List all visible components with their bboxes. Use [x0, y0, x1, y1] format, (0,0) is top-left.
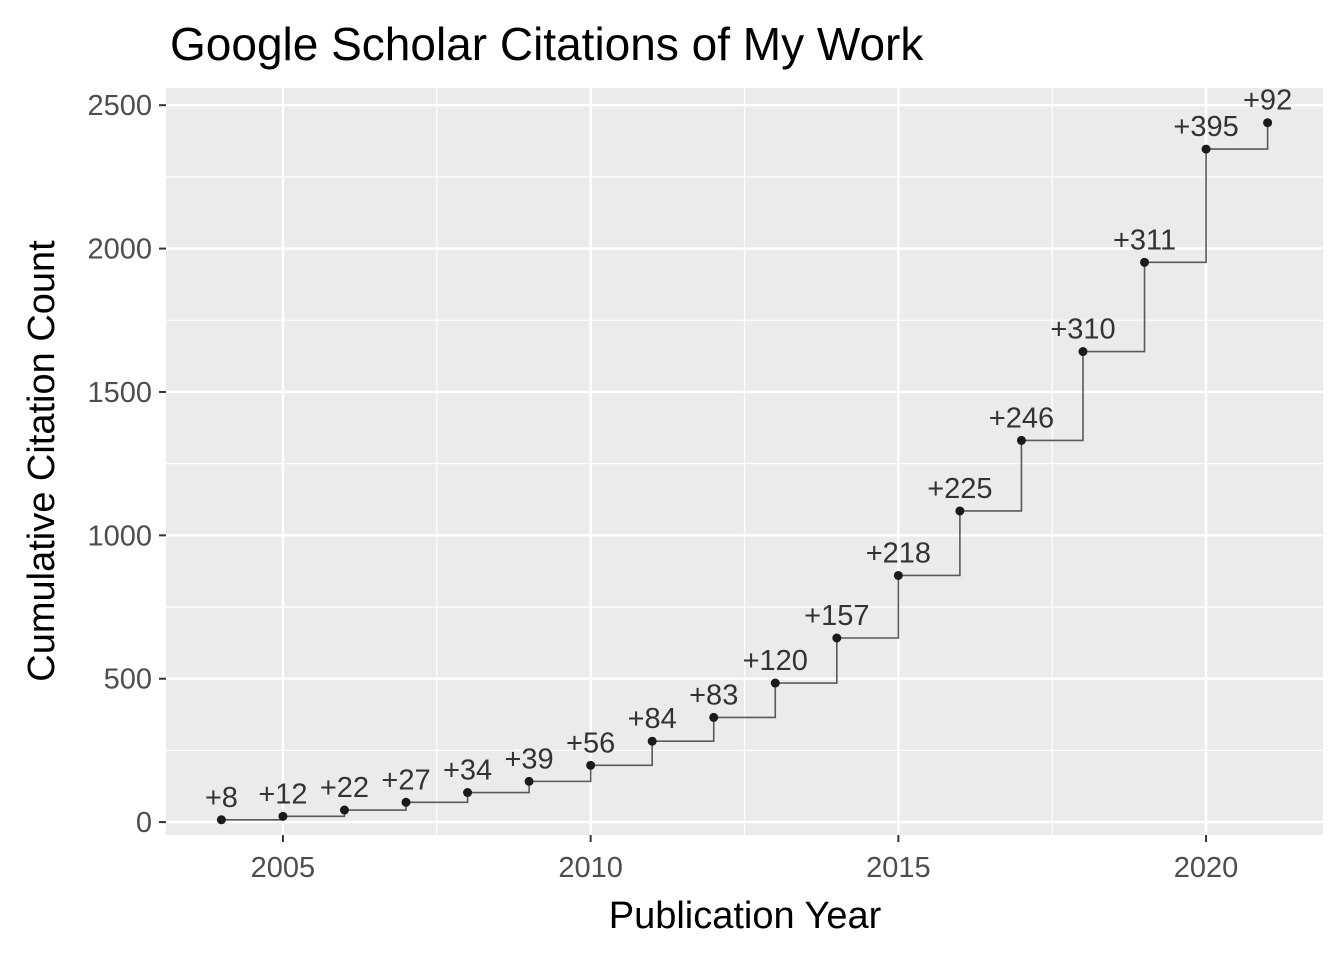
data-label: +218 [866, 537, 931, 569]
data-point [1078, 347, 1088, 357]
data-label: +311 [1113, 224, 1176, 256]
x-tick-label: 2015 [866, 852, 931, 884]
data-point [216, 815, 226, 825]
y-tick-label: 2500 [87, 90, 152, 122]
data-point [1016, 435, 1026, 445]
y-tick-label: 0 [136, 807, 152, 839]
data-label: +22 [320, 772, 369, 804]
y-tick-label: 500 [104, 664, 152, 696]
y-tick-label: 2000 [87, 234, 152, 266]
data-label: +8 [205, 782, 238, 814]
data-point [1201, 144, 1211, 154]
data-point [339, 805, 349, 815]
data-point [770, 678, 780, 688]
minor-gridlines [166, 88, 1323, 835]
axis-ticks [159, 104, 1208, 842]
data-label: +157 [804, 600, 869, 632]
data-label: +83 [689, 679, 738, 711]
data-point [1140, 257, 1150, 267]
data-label: +225 [927, 473, 992, 505]
data-label: +34 [443, 755, 492, 787]
data-label: +84 [628, 703, 677, 735]
x-tick-label: 2005 [251, 852, 316, 884]
data-label: +39 [504, 743, 553, 775]
x-tick-label: 2020 [1174, 852, 1239, 884]
data-point [709, 712, 719, 722]
data-label: +27 [381, 764, 430, 796]
data-label: +120 [743, 645, 808, 677]
data-point [832, 633, 842, 643]
chart-title: Google Scholar Citations of My Work [170, 18, 924, 70]
data-point [278, 811, 288, 821]
data-label: +56 [566, 727, 615, 759]
x-tick-labels: 2005 2010 2015 2020 [251, 852, 1239, 884]
y-tick-label: 1000 [87, 520, 152, 552]
x-axis-title: Publication Year [609, 895, 882, 937]
data-labels: +8 +12 +22 +27 +34 +39 +56 +84 +83+120 +157 +218 +2… [205, 85, 1292, 814]
data-point [524, 776, 534, 786]
data-point [955, 506, 965, 516]
x-tick-label: 2010 [558, 852, 623, 884]
major-gridlines [166, 88, 1323, 835]
y-tick-labels: 0 500 1000 1500 2000 2500 [87, 90, 152, 839]
data-label: +12 [258, 778, 307, 810]
data-points [216, 118, 1273, 825]
data-point [586, 760, 596, 770]
data-label: +310 [1050, 314, 1115, 346]
data-point [1263, 118, 1273, 128]
data-label: +92 [1243, 85, 1292, 117]
y-tick-label: 1500 [87, 377, 152, 409]
data-label: +246 [989, 402, 1054, 434]
data-point [401, 797, 411, 807]
data-point [647, 736, 657, 746]
data-point [463, 788, 473, 798]
y-axis-title: Cumulative Citation Count [21, 240, 63, 682]
data-label: +395 [1173, 111, 1238, 143]
data-point [893, 570, 903, 580]
